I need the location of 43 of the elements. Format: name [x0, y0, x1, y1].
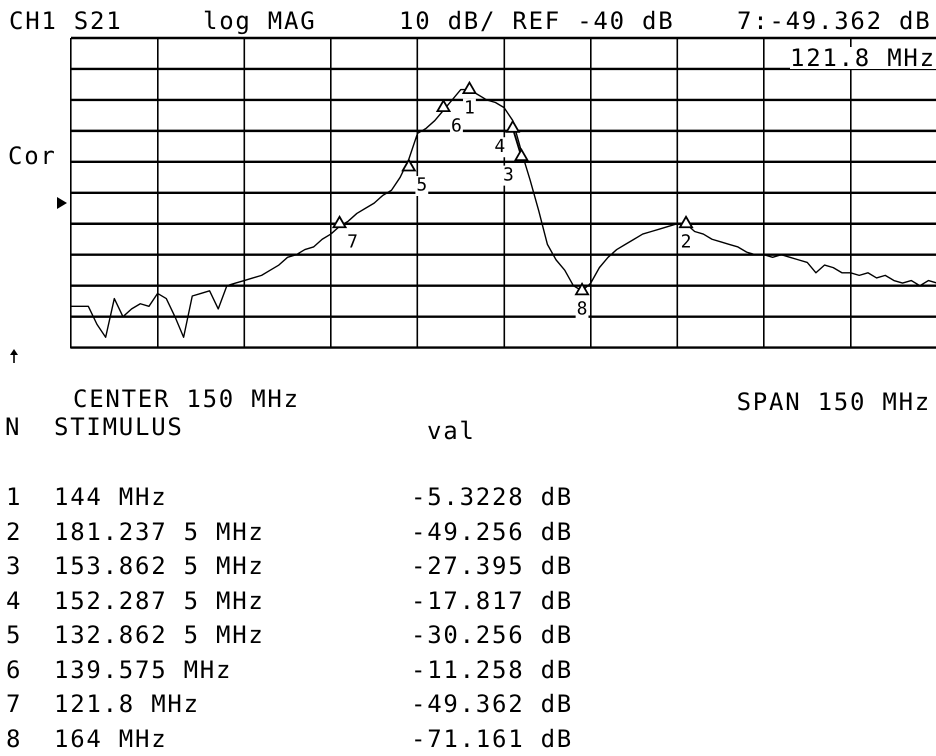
annotation: 4: [494, 136, 506, 157]
text: SPAN 150 MHz: [736, 388, 931, 416]
text: log MAG: [203, 7, 316, 35]
text: -49.256 dB: [411, 518, 573, 546]
chart-title: CH1 S21: [9, 7, 122, 35]
text: 7:-49.362 dB: [737, 7, 932, 35]
text: val: [427, 417, 476, 445]
text: -71.161 dB: [411, 724, 573, 752]
text: 10 dB/ REF -40 dB: [399, 7, 674, 35]
text: 8: [6, 724, 22, 752]
text: 7: [6, 690, 22, 718]
text: 121.8 MHz: [54, 690, 200, 718]
text: 164 MHz: [54, 724, 168, 752]
text: 181.237 5 MHz: [54, 518, 265, 546]
text: -5.3228 dB: [411, 483, 573, 511]
text: 139.575 MHz: [54, 656, 232, 684]
text: CENTER 150 MHz: [73, 385, 300, 413]
text: 4: [6, 586, 22, 614]
text: 132.862 5 MHz: [54, 621, 265, 649]
text: -30.256 dB: [411, 621, 573, 649]
annotation: 3: [503, 164, 514, 186]
text: 2: [6, 518, 22, 546]
annotation: 8: [576, 298, 588, 320]
annotation: 6: [451, 115, 462, 136]
annotation: 1: [464, 97, 475, 118]
text: 121.8 MHz: [790, 44, 936, 72]
annotation: 5: [416, 174, 428, 196]
text: N: [5, 413, 22, 441]
text: 144 MHz: [54, 483, 168, 511]
text: -27.395 dB: [411, 552, 573, 580]
text: 6: [6, 656, 22, 684]
annotation: 2: [680, 231, 692, 252]
text: STIMULUS: [54, 413, 184, 441]
text: 152.287 5 MHz: [54, 586, 265, 614]
text: -17.817 dB: [411, 586, 573, 614]
text: 3: [6, 552, 22, 580]
text: 1: [6, 483, 22, 511]
text: Cor: [8, 142, 57, 170]
text: -11.258 dB: [411, 656, 573, 684]
annotation: 7: [347, 231, 358, 252]
text: 153.862 5 MHz: [54, 552, 265, 580]
text: -49.362 dB: [411, 690, 573, 718]
text: 5: [6, 621, 22, 649]
